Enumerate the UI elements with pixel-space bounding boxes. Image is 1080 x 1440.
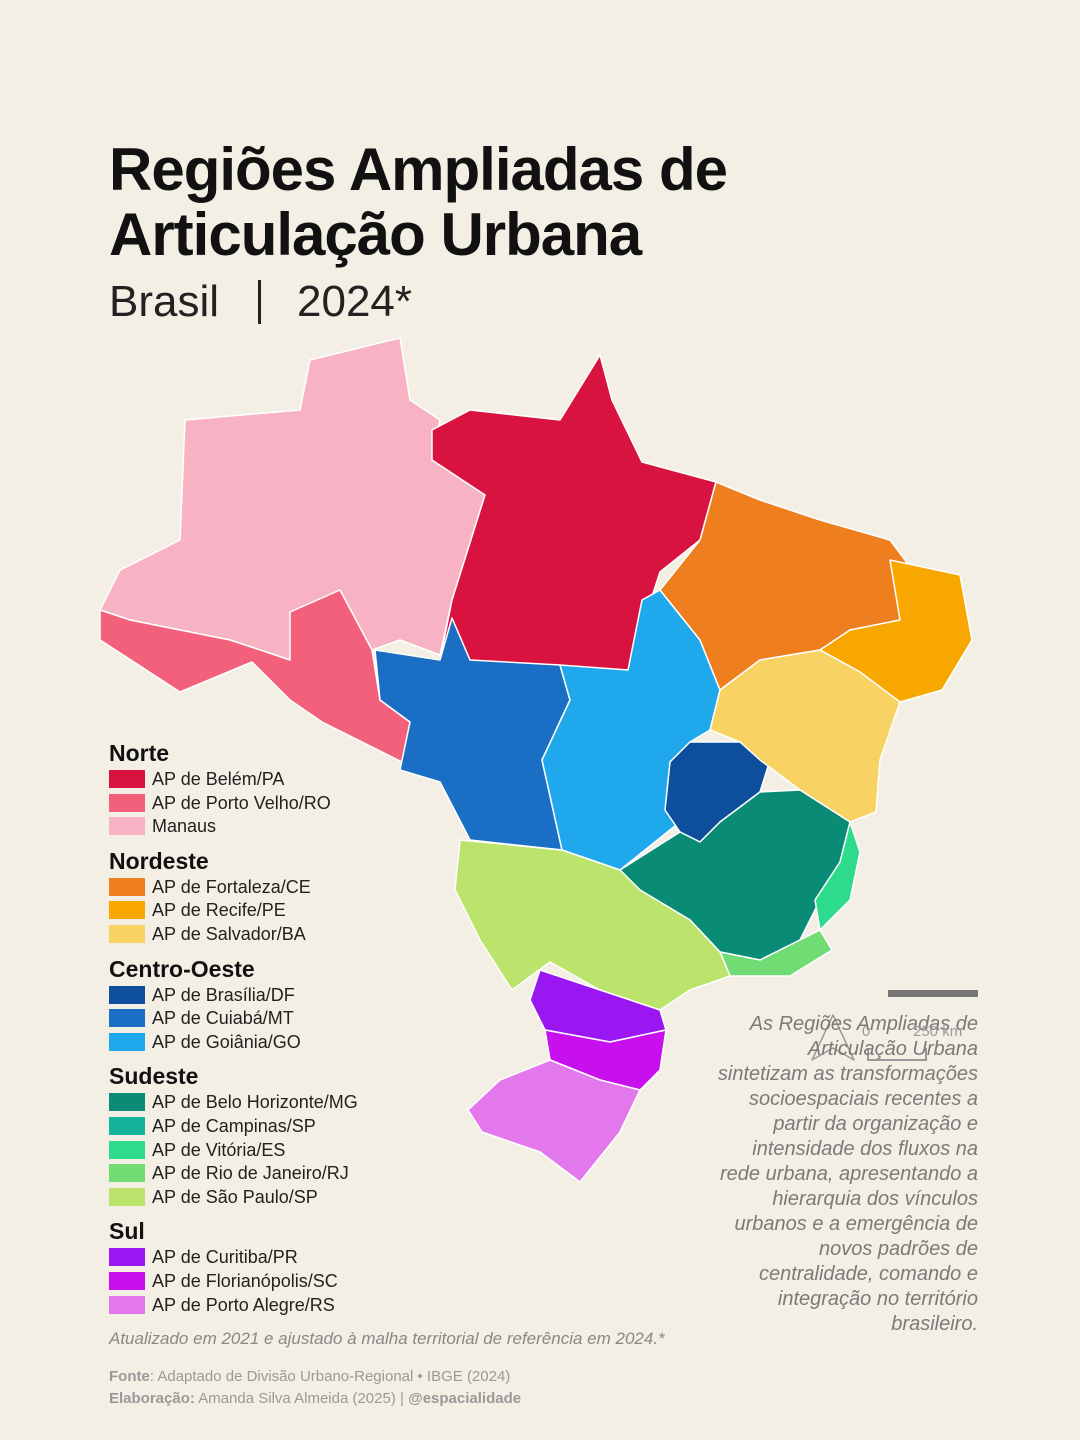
legend-swatch	[109, 1272, 145, 1290]
legend-swatch	[109, 877, 145, 896]
region-salvador	[709, 649, 901, 823]
description-line: rede urbana, apresentando a	[720, 1163, 978, 1185]
legend-group: Sul	[109, 1218, 145, 1245]
legend-swatch	[109, 793, 145, 812]
subtitle-place: Brasil	[109, 277, 220, 326]
legend-swatch	[109, 1093, 145, 1112]
description-line: socioespaciais recentes a	[748, 1088, 978, 1110]
legend-swatch	[109, 985, 145, 1004]
legend-label: AP de Campinas/SP	[152, 1116, 316, 1136]
description-line: brasileiro.	[891, 1313, 978, 1335]
separator	[258, 280, 261, 324]
legend-label: Manaus	[152, 816, 217, 837]
legend-swatch	[109, 1164, 145, 1183]
description-line: intensidade dos fluxos na	[752, 1138, 978, 1160]
note: Atualizado em 2021 e ajustado à malha te…	[109, 1329, 665, 1348]
legend-label: AP de Cuiabá/MT	[152, 1008, 294, 1029]
description-line: novos padrões de	[818, 1238, 978, 1260]
legend-label: AP de Vitória/ES	[152, 1139, 286, 1160]
description-line: integração no território	[777, 1288, 978, 1310]
legend-label: AP de Rio de Janeiro/RJ	[152, 1163, 349, 1184]
legend-label: AP de Porto Alegre/RS	[152, 1294, 335, 1315]
legend-label: AP de Recife/PE	[152, 900, 286, 921]
title-line: Articulação Urbana	[109, 201, 642, 268]
credit: Elaboração: Amanda Silva Almeida (2025) …	[109, 1390, 521, 1407]
description-line: Articulação Urbana	[807, 1038, 978, 1060]
legend-label: AP de Salvador/BA	[152, 924, 306, 944]
legend-swatch	[109, 1117, 145, 1135]
scale-start: 0	[862, 1023, 871, 1040]
legend-swatch	[109, 1032, 145, 1051]
legend-label: AP de São Paulo/SP	[152, 1186, 318, 1207]
description-line: centralidade, comando e	[758, 1263, 978, 1285]
legend-label: AP de Fortaleza/CE	[152, 876, 311, 897]
credit-handle: @espacialidade	[408, 1390, 522, 1407]
legend-group: Norte	[109, 740, 170, 766]
legend-swatch	[109, 770, 145, 788]
legend-swatch	[109, 1248, 145, 1267]
legend-label: AP de Porto Velho/RO	[152, 792, 331, 813]
legend-swatch	[109, 1187, 145, 1206]
source-label: Fonte	[109, 1368, 150, 1385]
legend-swatch	[109, 1295, 145, 1314]
description-line: As Regiões Ampliadas de	[749, 1013, 978, 1035]
legend-label: AP de Florianópolis/SC	[152, 1271, 338, 1291]
subtitle-year: 2024*	[297, 277, 413, 326]
description-line: hierarquia dos vínculos	[772, 1188, 978, 1210]
legend-swatch	[109, 1009, 145, 1028]
source: Fonte: Adaptado de Divisão Urbano-Region…	[109, 1368, 511, 1385]
description-line: urbanos e a emergência de	[734, 1213, 979, 1235]
credit-text: Amanda Silva Almeida (2025) |	[198, 1390, 404, 1407]
source-text: Adaptado de Divisão Urbano-Regional • IB…	[157, 1368, 511, 1385]
title-line: Regiões Ampliadas de	[109, 136, 728, 203]
legend-label: AP de Brasília/DF	[152, 984, 295, 1005]
credit-label: Elaboração:	[109, 1390, 195, 1407]
legend-label: AP de Belo Horizonte/MG	[152, 1092, 358, 1113]
legend-swatch	[109, 901, 145, 920]
region-sao-paulo	[454, 839, 731, 1011]
legend-swatch	[109, 925, 145, 943]
legend-swatch	[109, 817, 145, 836]
description-line: sintetizam as transformações	[717, 1063, 978, 1085]
legend-label: AP de Curitiba/PR	[152, 1247, 298, 1268]
legend-label: AP de Belém/PA	[152, 769, 285, 789]
legend-swatch	[109, 1140, 145, 1159]
text-rule	[888, 990, 978, 997]
legend-label: AP de Goiânia/GO	[152, 1031, 301, 1052]
legend-group: Centro-Oeste	[109, 955, 255, 982]
description-line: partir da organização e	[773, 1113, 978, 1135]
scale-bar	[867, 1048, 927, 1061]
scale-end: 250 km	[913, 1023, 963, 1040]
legend-group: Nordeste	[109, 847, 209, 874]
north-arrow	[811, 1014, 855, 1061]
legend-group: Sudeste	[109, 1063, 199, 1090]
region-porto-alegre	[467, 1059, 641, 1183]
